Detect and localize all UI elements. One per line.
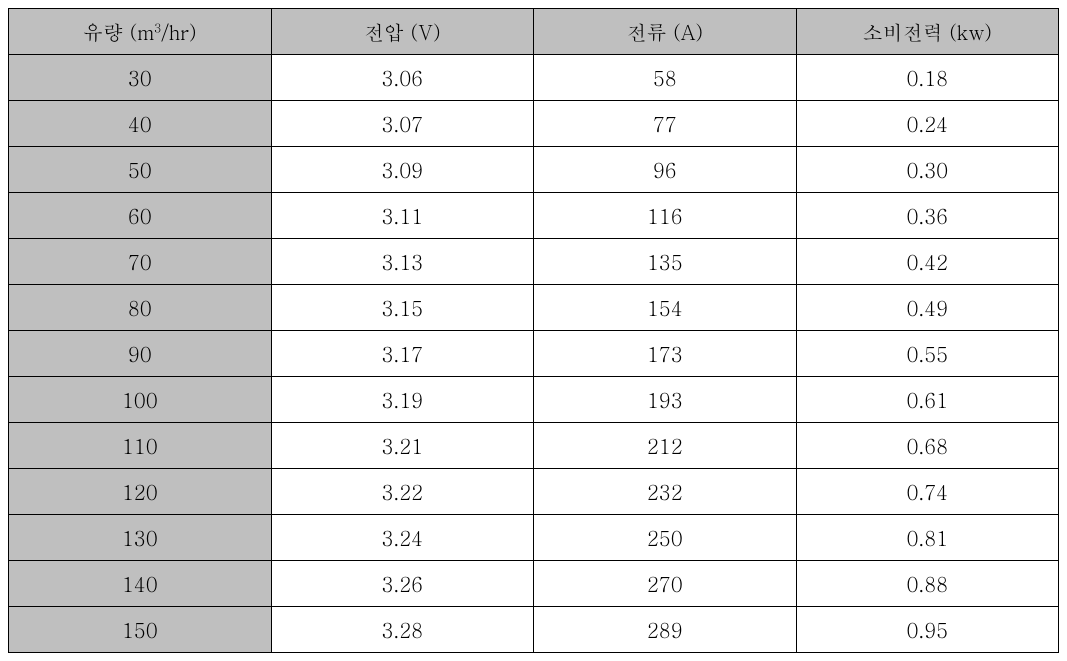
cell-power: 0.81 [796,515,1059,561]
cell-current: 77 [534,101,797,147]
column-header-power: 소비전력 (kw) [796,9,1059,55]
cell-current: 154 [534,285,797,331]
cell-power: 0.68 [796,423,1059,469]
cell-flow: 150 [9,607,272,653]
table-row: 1003.191930.61 [9,377,1059,423]
cell-power: 0.74 [796,469,1059,515]
cell-flow: 100 [9,377,272,423]
cell-flow: 110 [9,423,272,469]
cell-power: 0.88 [796,561,1059,607]
cell-voltage: 3.06 [271,55,534,101]
table-row: 1403.262700.88 [9,561,1059,607]
cell-current: 116 [534,193,797,239]
cell-current: 193 [534,377,797,423]
table-header: 유량 (m3/hr) 전압 (V) 전류 (A) 소비전력 (kw) [9,9,1059,55]
cell-voltage: 3.13 [271,239,534,285]
cell-voltage: 3.24 [271,515,534,561]
table-row: 603.111160.36 [9,193,1059,239]
cell-current: 96 [534,147,797,193]
table-row: 503.09960.30 [9,147,1059,193]
cell-power: 0.30 [796,147,1059,193]
cell-flow: 70 [9,239,272,285]
cell-power: 0.36 [796,193,1059,239]
cell-voltage: 3.07 [271,101,534,147]
cell-current: 289 [534,607,797,653]
cell-flow: 90 [9,331,272,377]
cell-flow: 40 [9,101,272,147]
table-row: 303.06580.18 [9,55,1059,101]
cell-voltage: 3.28 [271,607,534,653]
column-header-voltage: 전압 (V) [271,9,534,55]
cell-voltage: 3.17 [271,331,534,377]
cell-flow: 80 [9,285,272,331]
table-header-row: 유량 (m3/hr) 전압 (V) 전류 (A) 소비전력 (kw) [9,9,1059,55]
cell-power: 0.49 [796,285,1059,331]
table-body: 303.06580.18403.07770.24503.09960.30603.… [9,55,1059,653]
header-text-part: 유량 (m [83,17,154,46]
data-table: 유량 (m3/hr) 전압 (V) 전류 (A) 소비전력 (kw) 303.0… [8,8,1059,653]
cell-flow: 50 [9,147,272,193]
column-header-current: 전류 (A) [534,9,797,55]
cell-current: 173 [534,331,797,377]
cell-current: 270 [534,561,797,607]
cell-voltage: 3.15 [271,285,534,331]
cell-voltage: 3.21 [271,423,534,469]
table-row: 1503.282890.95 [9,607,1059,653]
cell-power: 0.95 [796,607,1059,653]
cell-current: 212 [534,423,797,469]
table-row: 1303.242500.81 [9,515,1059,561]
cell-power: 0.61 [796,377,1059,423]
cell-power: 0.18 [796,55,1059,101]
cell-current: 232 [534,469,797,515]
header-text-part: /hr) [161,17,196,46]
cell-flow: 140 [9,561,272,607]
cell-voltage: 3.26 [271,561,534,607]
cell-flow: 60 [9,193,272,239]
cell-voltage: 3.22 [271,469,534,515]
cell-current: 250 [534,515,797,561]
table-row: 703.131350.42 [9,239,1059,285]
table-row: 1103.212120.68 [9,423,1059,469]
table-row: 403.07770.24 [9,101,1059,147]
cell-power: 0.42 [796,239,1059,285]
cell-flow: 130 [9,515,272,561]
cell-current: 135 [534,239,797,285]
cell-power: 0.55 [796,331,1059,377]
cell-power: 0.24 [796,101,1059,147]
table-row: 903.171730.55 [9,331,1059,377]
cell-voltage: 3.11 [271,193,534,239]
cell-current: 58 [534,55,797,101]
table-row: 803.151540.49 [9,285,1059,331]
cell-voltage: 3.19 [271,377,534,423]
cell-flow: 120 [9,469,272,515]
table-row: 1203.222320.74 [9,469,1059,515]
cell-flow: 30 [9,55,272,101]
column-header-flow: 유량 (m3/hr) [9,9,272,55]
cell-voltage: 3.09 [271,147,534,193]
data-table-container: 유량 (m3/hr) 전압 (V) 전류 (A) 소비전력 (kw) 303.0… [8,8,1059,653]
